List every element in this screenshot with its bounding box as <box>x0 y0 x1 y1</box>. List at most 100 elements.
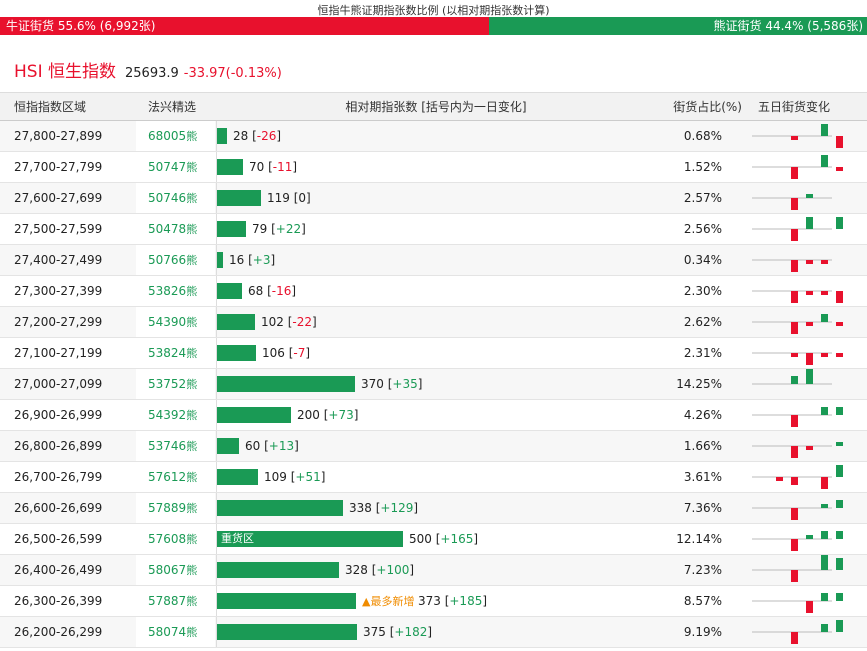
share-cell: 9.19% <box>683 625 722 639</box>
sparkline-bar <box>836 465 843 477</box>
pick-cell[interactable]: 50746熊 <box>136 183 215 213</box>
pick-cell[interactable]: 53746熊 <box>136 431 215 461</box>
count-label: 102 [-22] <box>261 315 317 329</box>
pick-code-link[interactable]: 50747 <box>148 160 187 174</box>
pick-code-link[interactable]: 50746 <box>148 191 187 205</box>
count-value: 328 <box>345 563 368 577</box>
sparkline-bar <box>806 353 813 365</box>
sparkline-svg <box>752 407 843 427</box>
count-label: 106 [-7] <box>262 346 311 360</box>
count-bar <box>217 314 255 330</box>
range-cell: 27,000-27,099 <box>14 377 103 391</box>
pick-cell[interactable]: 53826熊 <box>136 276 215 306</box>
bear-marker: 熊 <box>186 347 198 360</box>
pick-code-link[interactable]: 53752 <box>148 377 187 391</box>
five-day-sparkline <box>752 214 867 244</box>
table-row: 26,500-26,599 57608熊 重货区 500 [+165] 12.14% <box>0 524 867 555</box>
pick-cell[interactable]: 57887熊 <box>136 586 215 616</box>
bear-marker: 熊 <box>186 502 198 515</box>
pick-code-link[interactable]: 54392 <box>148 408 187 422</box>
table-row: 27,800-27,899 68005熊 28 [-26] 0.68% <box>0 121 867 152</box>
sparkline-svg <box>752 442 843 458</box>
sparkline-bar <box>791 376 798 384</box>
pick-code-link[interactable]: 57889 <box>148 501 187 515</box>
pick-cell[interactable]: 53824熊 <box>136 338 215 368</box>
pick-code-link[interactable]: 68005 <box>148 129 187 143</box>
bear-marker: 熊 <box>186 316 198 329</box>
count-bar <box>217 469 258 485</box>
pick-cell[interactable]: 58067熊 <box>136 555 215 585</box>
five-day-sparkline <box>752 493 867 523</box>
bear-marker: 熊 <box>186 471 198 484</box>
range-cell: 26,700-26,799 <box>14 470 103 484</box>
pick-cell[interactable]: 50747熊 <box>136 152 215 182</box>
daily-change: +100 <box>376 563 410 577</box>
pick-code-link[interactable]: 58074 <box>148 625 187 639</box>
sparkline-bar <box>806 369 813 384</box>
pick-code-link[interactable]: 54390 <box>148 315 187 329</box>
bear-marker: 熊 <box>186 254 198 267</box>
sparkline-bar <box>821 407 828 415</box>
pick-code-link[interactable]: 57887 <box>148 594 187 608</box>
pick-code-link[interactable]: 57608 <box>148 532 187 546</box>
sparkline-bar <box>821 155 828 167</box>
share-cell: 4.26% <box>683 408 722 422</box>
sparkline-bar <box>821 124 828 136</box>
pick-code-link[interactable]: 50766 <box>148 253 187 267</box>
five-day-sparkline <box>752 183 867 213</box>
table-row: 27,300-27,399 53826熊 68 [-16] 2.30% <box>0 276 867 307</box>
five-day-sparkline <box>752 586 867 616</box>
bear-marker: 熊 <box>186 564 198 577</box>
sparkline-bar <box>821 314 828 322</box>
pick-cell[interactable]: 53752熊 <box>136 369 215 399</box>
count-bar <box>217 345 256 361</box>
sparkline-bar <box>806 535 813 539</box>
five-day-sparkline <box>752 276 867 306</box>
sparkline-bar <box>791 136 798 140</box>
range-cell: 27,400-27,499 <box>14 253 103 267</box>
bear-marker: 熊 <box>186 161 198 174</box>
sparkline-svg <box>752 124 843 148</box>
count-label: 79 [+22] <box>252 222 306 236</box>
sparkline-svg <box>752 531 843 551</box>
daily-change: -26 <box>256 129 277 143</box>
pick-code-link[interactable]: 50478 <box>148 222 187 236</box>
sparkline-bar <box>791 353 798 357</box>
sparkline-bar <box>836 442 843 446</box>
pick-code-link[interactable]: 57612 <box>148 470 187 484</box>
pick-cell[interactable]: 54392熊 <box>136 400 215 430</box>
sparkline-bar <box>791 260 798 272</box>
pick-cell[interactable]: 57612熊 <box>136 462 215 492</box>
pick-code-link[interactable]: 58067 <box>148 563 187 577</box>
pick-code-link[interactable]: 53824 <box>148 346 187 360</box>
sparkline-svg <box>752 259 832 272</box>
pick-cell[interactable]: 57608熊 <box>136 524 215 554</box>
range-cell: 27,200-27,299 <box>14 315 103 329</box>
bull-bear-ratio-bar: 牛证街货 55.6% (6,992张) 熊证街货 44.4% (5,586张) <box>0 17 867 35</box>
pick-code-link[interactable]: 53826 <box>148 284 187 298</box>
table-row: 26,900-26,999 54392熊 200 [+73] 4.26% <box>0 400 867 431</box>
sparkline-bar <box>821 555 828 570</box>
bear-marker: 熊 <box>186 440 198 453</box>
count-bar: 重货区 <box>217 531 403 547</box>
share-cell: 12.14% <box>676 532 722 546</box>
pick-cell[interactable]: 54390熊 <box>136 307 215 337</box>
sparkline-bar <box>791 415 798 427</box>
table-row: 27,400-27,499 50766熊 16 [+3] 0.34% <box>0 245 867 276</box>
pick-cell[interactable]: 57889熊 <box>136 493 215 523</box>
pick-cell[interactable]: 68005熊 <box>136 121 215 151</box>
sparkline-bar <box>821 624 828 632</box>
five-day-sparkline <box>752 245 867 275</box>
count-bar <box>217 128 227 144</box>
count-label: 70 [-11] <box>249 160 298 174</box>
pick-cell[interactable]: 50766熊 <box>136 245 215 275</box>
pick-code-link[interactable]: 53746 <box>148 439 187 453</box>
sparkline-bar <box>836 407 843 415</box>
count-cell: 109 [+51] <box>216 462 656 492</box>
pick-cell[interactable]: 58074熊 <box>136 617 215 647</box>
share-cell: 8.57% <box>683 594 722 608</box>
bear-ratio-segment: 熊证街货 44.4% (5,586张) <box>489 17 867 35</box>
count-value: 370 <box>361 377 384 391</box>
pick-cell[interactable]: 50478熊 <box>136 214 215 244</box>
header-count: 相对期指张数 [括号内为一日变化] <box>345 100 527 114</box>
